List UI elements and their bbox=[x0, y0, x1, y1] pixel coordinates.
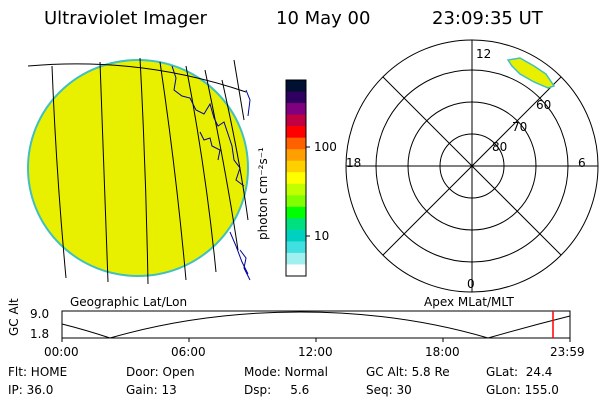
mlt-6-label: 6 bbox=[578, 156, 586, 170]
colorbar-band bbox=[286, 206, 306, 219]
colorbar bbox=[286, 80, 306, 277]
info-seq: Seq: 30 bbox=[366, 383, 412, 397]
info-mode: Mode: Normal bbox=[244, 365, 328, 379]
colorbar-band bbox=[286, 160, 306, 173]
altitude-timeline bbox=[61, 310, 571, 342]
colorbar-band bbox=[286, 241, 306, 254]
geo-panel-label: Geographic Lat/Lon bbox=[70, 295, 188, 309]
timeline-ybottom: 1.8 bbox=[30, 327, 50, 341]
app-title: Ultraviolet Imager bbox=[44, 8, 207, 29]
header-date: 10 May 00 bbox=[276, 8, 371, 29]
timeline-ytop: 9.0 bbox=[30, 307, 50, 321]
colorbar-band bbox=[286, 114, 306, 127]
colorbar-tick-100: 100 bbox=[314, 140, 337, 154]
timeline-tick: 12:00 bbox=[298, 345, 333, 359]
info-gain: Gain: 13 bbox=[126, 383, 177, 397]
colorbar-tick-10: 10 bbox=[314, 229, 330, 243]
colorbar-band bbox=[286, 126, 306, 139]
header-time: 23:09:35 UT bbox=[432, 8, 543, 29]
timeline-tick: 06:00 bbox=[171, 345, 206, 359]
info-glat: GLat: 24.4 bbox=[486, 365, 553, 379]
colorbar-band bbox=[286, 137, 306, 150]
colorbar-band bbox=[286, 149, 306, 162]
mlat-70-label: 70 bbox=[512, 120, 528, 134]
colorbar-band bbox=[286, 103, 306, 116]
colorbar-band bbox=[286, 80, 306, 93]
auroral-oval bbox=[506, 57, 556, 89]
colorbar-band bbox=[286, 264, 306, 277]
colorbar-band bbox=[286, 218, 306, 231]
mlat-60-label: 60 bbox=[536, 98, 552, 112]
polar-plot bbox=[345, 39, 599, 293]
timeline-tick: 18:00 bbox=[425, 345, 460, 359]
info-glon: GLon: 155.0 bbox=[486, 383, 559, 397]
mlt-12-label: 12 bbox=[476, 47, 492, 61]
colorbar-band bbox=[286, 91, 306, 104]
mlt-18-label: 18 bbox=[346, 156, 362, 170]
info-ip: IP: 36.0 bbox=[8, 383, 54, 397]
colorbar-band bbox=[286, 183, 306, 196]
timeline-ylabel: GC Alt bbox=[7, 298, 21, 336]
colorbar-band bbox=[286, 252, 306, 265]
timeline-tick: 00:00 bbox=[44, 345, 79, 359]
colorbar-band bbox=[286, 229, 306, 242]
coastline bbox=[171, 65, 251, 281]
colorbar-unit: photon cm⁻²s⁻¹ bbox=[256, 147, 270, 240]
longitude-grid bbox=[27, 57, 249, 285]
mlat-80-label: 80 bbox=[492, 140, 508, 154]
colorbar-band bbox=[286, 172, 306, 185]
colorbar-band bbox=[286, 195, 306, 208]
earth-disk bbox=[27, 59, 249, 277]
mlt-0-label: 0 bbox=[467, 277, 475, 291]
info-flight: Flt: HOME bbox=[8, 365, 68, 379]
info-gc-alt: GC Alt: 5.8 Re bbox=[366, 365, 450, 379]
info-door: Door: Open bbox=[126, 365, 195, 379]
timeline-tick: 23:59 bbox=[550, 345, 585, 359]
polar-panel-label: Apex MLat/MLT bbox=[424, 295, 514, 309]
info-dsp: Dsp: 5.6 bbox=[244, 383, 310, 397]
